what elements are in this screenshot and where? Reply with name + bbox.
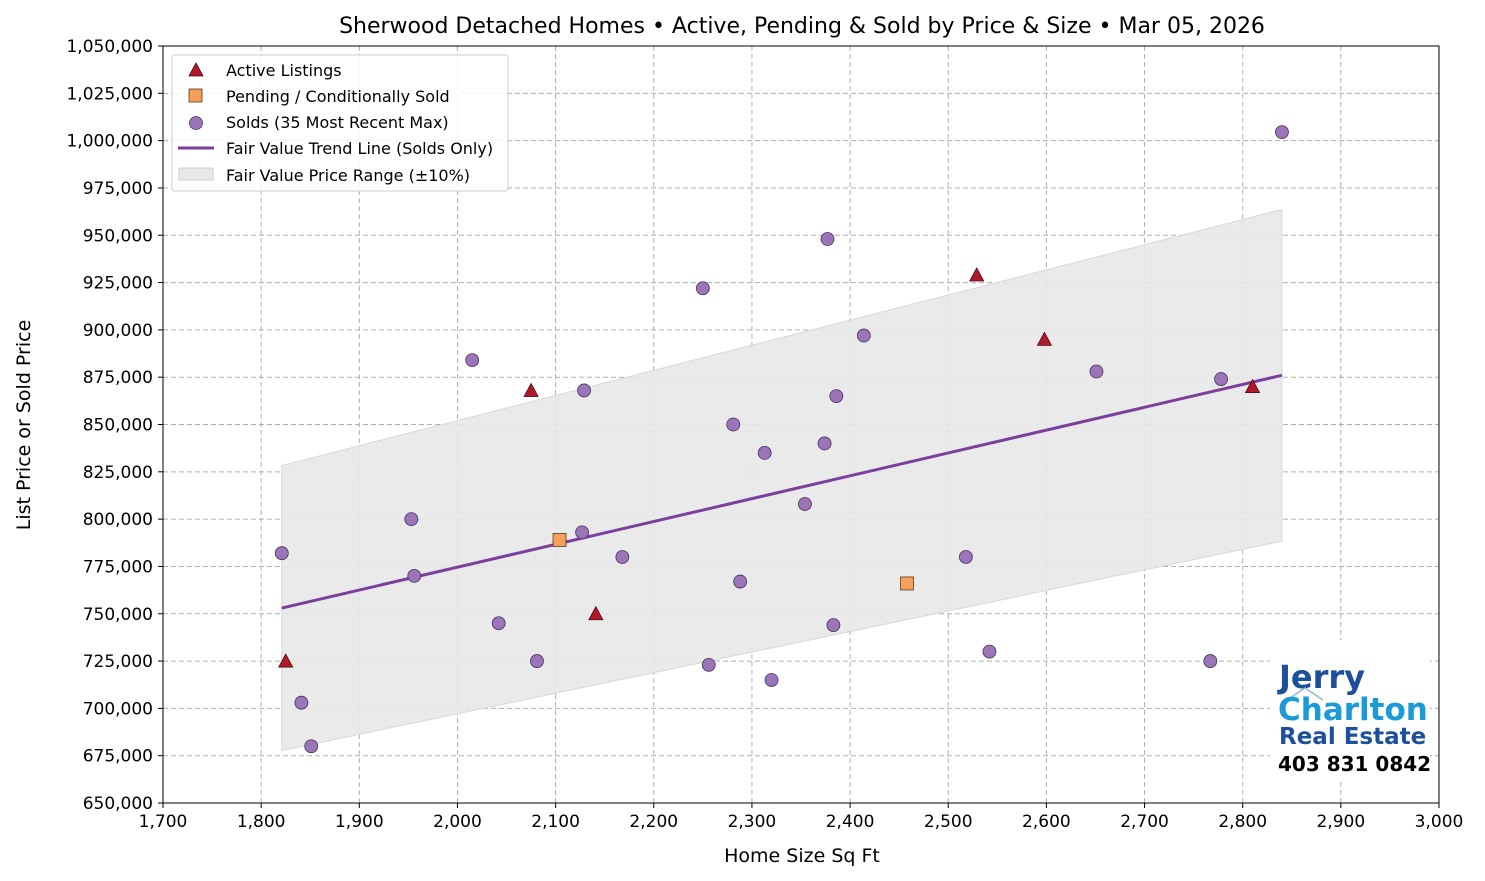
legend-band-icon [178,167,214,181]
x-tick-label: 1,900 [335,812,384,832]
x-tick-label: 1,800 [237,812,286,832]
legend-label: Solds (35 Most Recent Max) [226,113,449,132]
active-point [523,382,539,397]
x-tick-label: 2,700 [1120,812,1169,832]
logo-line1: Jerry [1277,658,1365,696]
sold-point [764,673,779,687]
x-tick-label: 2,200 [629,812,678,832]
y-axis-ticks: 650,000 675,000 700,000 725,000 750,000 775,0… [66,37,163,814]
y-tick-label: 725,000 [83,652,153,672]
legend-label: Fair Value Price Range (±10%) [226,166,470,185]
sold-point [1089,364,1104,379]
y-tick-label: 1,000,000 [66,132,153,152]
house-roof-icon [1286,687,1324,701]
y-tick-label: 825,000 [83,463,153,483]
logo-phone: 403 831 0842 [1278,752,1431,776]
logo-line2: Charlton [1278,692,1428,728]
sold-point [701,657,716,672]
active-point [969,267,985,282]
y-axis-label: List Price or Sold Price [13,320,35,531]
active-point [1036,331,1053,346]
y-tick-label: 875,000 [83,368,153,388]
legend-label: Fair Value Trend Line (Solds Only) [226,139,493,158]
legend-triangle-icon [188,62,204,77]
x-axis-ticks: 1,700 1,800 1,900 2,000 2,100 2,200 2,300 2,400… [139,803,1464,832]
sold-point [304,739,319,754]
sold-point [733,574,748,589]
y-tick-label: 900,000 [83,321,153,341]
sold-point [491,616,506,631]
legend: Active Listings Pending / Conditionally … [171,54,509,192]
y-tick-label: 1,050,000 [66,37,153,57]
sold-point [294,695,309,710]
fair-value-band-area [281,208,1283,752]
sold-point [982,644,997,659]
active-point [278,653,294,668]
sold-point [826,618,841,633]
active-point [588,605,604,621]
x-tick-label: 2,100 [531,812,580,832]
sold-point [465,353,480,368]
y-tick-label: 675,000 [83,747,153,767]
sold-point [817,436,832,451]
y-tick-label: 775,000 [83,557,153,577]
sold-point [530,654,544,668]
sold-point [575,525,590,540]
sold-point [829,389,844,404]
x-tick-label: 2,500 [924,812,973,832]
y-tick-label: 925,000 [83,274,153,294]
y-tick-label: 950,000 [83,226,153,246]
sold-point [1275,125,1289,140]
x-tick-label: 1,700 [139,812,188,832]
data-points [274,125,1289,754]
x-tick-label: 2,300 [728,812,777,832]
y-tick-label: 700,000 [83,699,153,719]
y-tick-label: 800,000 [83,510,153,530]
y-tick-label: 650,000 [83,794,153,814]
x-tick-label: 2,600 [1022,812,1071,832]
legend-circle-icon [189,116,203,130]
y-tick-label: 975,000 [83,179,153,199]
sold-point [274,546,289,561]
logo: Jerry Charlton Real Estate 403 831 0842 [1270,640,1431,780]
x-tick-label: 2,000 [433,812,482,832]
sold-point [404,512,419,527]
trend-line [281,373,1283,610]
x-tick-label: 2,900 [1317,812,1366,832]
sold-point [958,550,973,564]
sold-point [726,417,741,432]
pending-point [900,576,914,591]
x-tick-label: 2,800 [1218,812,1267,832]
sold-point [1203,654,1218,668]
legend-square-icon [188,88,203,103]
sold-point [615,550,630,564]
sold-point [798,497,812,511]
sold-point [695,281,710,296]
x-axis-label: Home Size Sq Ft [724,845,880,867]
sold-point [407,569,422,583]
chart-title: Sherwood Detached Homes • Active, Pendin… [339,14,1265,39]
pending-point [552,533,567,547]
trend-line-group [281,373,1283,610]
sold-point [820,232,835,246]
active-point [1244,378,1261,394]
y-tick-label: 1,025,000 [66,84,153,104]
y-tick-label: 750,000 [83,605,153,625]
x-tick-label: 3,000 [1415,812,1464,832]
sold-point [757,445,772,460]
sold-point [856,328,871,343]
legend-label: Active Listings [226,61,342,80]
sold-point [1214,372,1228,386]
x-tick-label: 2,400 [826,812,875,832]
sold-point [577,383,591,398]
legend-label: Pending / Conditionally Sold [226,87,450,106]
y-tick-label: 850,000 [83,416,153,436]
fair-value-band [281,208,1283,752]
logo-line3: Real Estate [1279,724,1426,750]
